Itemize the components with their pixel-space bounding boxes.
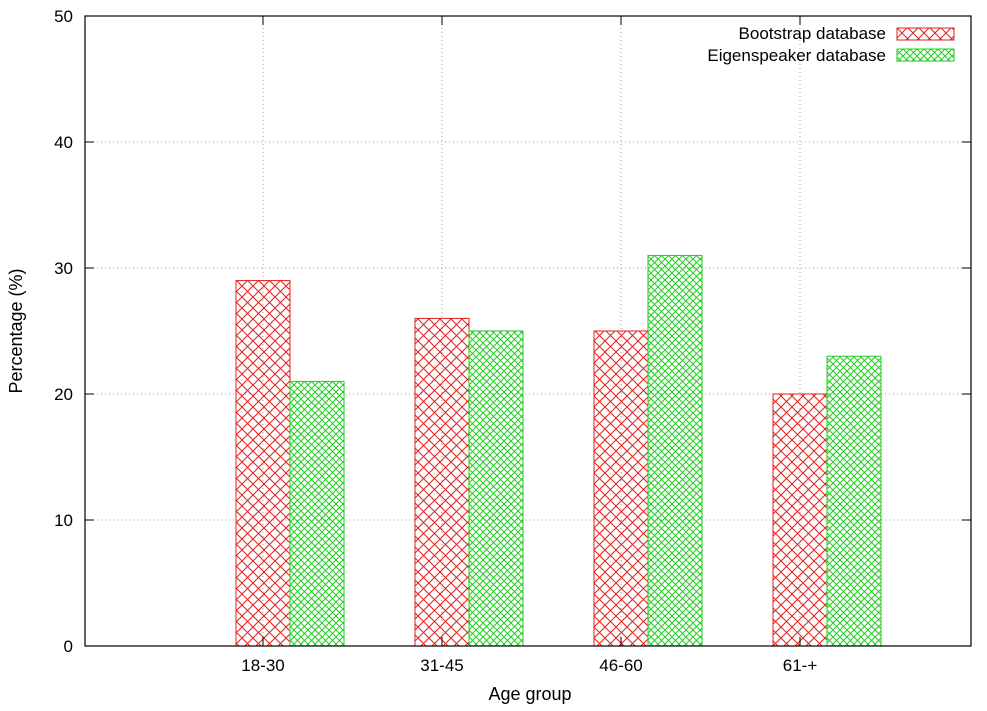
bar-bootstrap-61-+ (772, 393, 828, 647)
x-tick-label: 61-+ (783, 656, 818, 675)
x-axis-title: Age group (488, 684, 571, 704)
y-tick-label: 30 (54, 259, 73, 278)
y-tick-label: 20 (54, 385, 73, 404)
plot-frame (84, 15, 972, 647)
bar-bootstrap-31-45 (414, 317, 470, 647)
y-tick-label: 50 (54, 7, 73, 26)
y-axis-ticks: 0 10 20 30 40 50 (54, 7, 971, 656)
x-tick-label: 46-60 (599, 656, 642, 675)
bar-bootstrap-46-60 (593, 330, 649, 647)
bars (235, 254, 882, 647)
y-tick-label: 10 (54, 511, 73, 530)
legend-swatch-bootstrap (896, 27, 955, 41)
legend-label-eigenspeaker: Eigenspeaker database (707, 46, 886, 65)
x-tick-label: 31-45 (420, 656, 463, 675)
y-axis-title: Percentage (%) (6, 268, 26, 393)
legend-swatch-eigenspeaker (896, 48, 955, 62)
x-tick-label: 18-30 (241, 656, 284, 675)
bar-eigenspeaker-46-60 (647, 254, 703, 647)
bar-eigenspeaker-31-45 (468, 330, 524, 647)
bar-bootstrap-18-30 (235, 280, 291, 647)
legend: Bootstrap database Eigenspeaker database (707, 24, 955, 65)
legend-label-bootstrap: Bootstrap database (739, 24, 886, 43)
x-axis-ticks: 18-30 31-45 46-60 61-+ (241, 16, 817, 675)
bar-eigenspeaker-61-+ (826, 355, 882, 647)
y-tick-label: 40 (54, 133, 73, 152)
bar-eigenspeaker-18-30 (289, 380, 345, 647)
y-tick-label: 0 (64, 637, 73, 656)
